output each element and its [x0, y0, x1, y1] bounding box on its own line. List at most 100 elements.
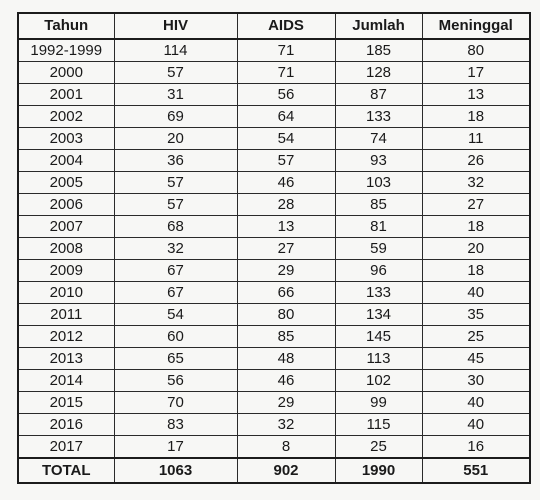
header-tahun: Tahun [17, 12, 115, 40]
cell-meninggal: 40 [421, 391, 531, 414]
table-row: 1992-1999 114 71 185 80 [17, 38, 531, 62]
cell-meninggal: 25 [421, 325, 531, 348]
total-jumlah: 1990 [334, 457, 423, 484]
cell-hiv: 57 [113, 61, 238, 84]
header-jumlah: Jumlah [334, 12, 423, 40]
cell-aids: 71 [236, 38, 336, 62]
cell-meninggal: 20 [421, 237, 531, 260]
cell-hiv: 57 [113, 193, 238, 216]
cell-meninggal: 40 [421, 281, 531, 304]
cell-aids: 46 [236, 171, 336, 194]
table-row: 2008 32 27 59 20 [17, 237, 531, 260]
table-row: 2003 20 54 74 11 [17, 127, 531, 150]
cell-tahun: 2004 [17, 149, 115, 172]
cell-aids: 29 [236, 259, 336, 282]
cell-jumlah: 25 [334, 435, 423, 459]
cell-meninggal: 30 [421, 369, 531, 392]
cell-hiv: 20 [113, 127, 238, 150]
cell-aids: 13 [236, 215, 336, 238]
cell-jumlah: 102 [334, 369, 423, 392]
cell-tahun: 2005 [17, 171, 115, 194]
cell-tahun: 2015 [17, 391, 115, 414]
total-row: TOTAL 1063 902 1990 551 [17, 457, 531, 484]
cell-tahun: 2017 [17, 435, 115, 459]
table-row: 2017 17 8 25 16 [17, 435, 531, 459]
total-meninggal: 551 [421, 457, 531, 484]
table-row: 2011 54 80 134 35 [17, 303, 531, 326]
header-row: Tahun HIV AIDS Jumlah Meninggal [17, 12, 531, 40]
header-hiv: HIV [113, 12, 238, 40]
cell-hiv: 57 [113, 171, 238, 194]
cell-hiv: 31 [113, 83, 238, 106]
cell-hiv: 36 [113, 149, 238, 172]
cell-tahun: 2010 [17, 281, 115, 304]
cell-hiv: 65 [113, 347, 238, 370]
table-row: 2006 57 28 85 27 [17, 193, 531, 216]
cell-jumlah: 74 [334, 127, 423, 150]
cell-meninggal: 27 [421, 193, 531, 216]
cell-aids: 48 [236, 347, 336, 370]
cell-meninggal: 16 [421, 435, 531, 459]
cell-aids: 32 [236, 413, 336, 436]
table-row: 2005 57 46 103 32 [17, 171, 531, 194]
cell-meninggal: 13 [421, 83, 531, 106]
cell-jumlah: 185 [334, 38, 423, 62]
cell-hiv: 68 [113, 215, 238, 238]
table-row: 2002 69 64 133 18 [17, 105, 531, 128]
cell-meninggal: 11 [421, 127, 531, 150]
cell-aids: 28 [236, 193, 336, 216]
cell-tahun: 2013 [17, 347, 115, 370]
header-meninggal: Meninggal [421, 12, 531, 40]
cell-meninggal: 17 [421, 61, 531, 84]
cell-meninggal: 18 [421, 215, 531, 238]
cell-hiv: 32 [113, 237, 238, 260]
table-row: 2004 36 57 93 26 [17, 149, 531, 172]
cell-meninggal: 40 [421, 413, 531, 436]
cell-jumlah: 85 [334, 193, 423, 216]
cell-tahun: 2008 [17, 237, 115, 260]
cell-aids: 8 [236, 435, 336, 459]
cell-tahun: 2014 [17, 369, 115, 392]
cell-meninggal: 18 [421, 259, 531, 282]
cell-tahun: 2011 [17, 303, 115, 326]
total-label: TOTAL [17, 457, 115, 484]
cell-meninggal: 45 [421, 347, 531, 370]
cell-hiv: 17 [113, 435, 238, 459]
hiv-aids-table: Tahun HIV AIDS Jumlah Meninggal 1992-199… [17, 12, 531, 484]
cell-aids: 71 [236, 61, 336, 84]
cell-tahun: 2003 [17, 127, 115, 150]
cell-hiv: 54 [113, 303, 238, 326]
cell-tahun: 1992-1999 [17, 38, 115, 62]
cell-tahun: 2002 [17, 105, 115, 128]
table-row: 2012 60 85 145 25 [17, 325, 531, 348]
cell-aids: 27 [236, 237, 336, 260]
cell-jumlah: 59 [334, 237, 423, 260]
cell-meninggal: 80 [421, 38, 531, 62]
cell-jumlah: 93 [334, 149, 423, 172]
cell-meninggal: 32 [421, 171, 531, 194]
cell-aids: 57 [236, 149, 336, 172]
cell-aids: 54 [236, 127, 336, 150]
cell-meninggal: 26 [421, 149, 531, 172]
cell-tahun: 2001 [17, 83, 115, 106]
cell-aids: 66 [236, 281, 336, 304]
cell-jumlah: 113 [334, 347, 423, 370]
total-hiv: 1063 [113, 457, 238, 484]
cell-aids: 29 [236, 391, 336, 414]
cell-jumlah: 99 [334, 391, 423, 414]
table-row: 2000 57 71 128 17 [17, 61, 531, 84]
cell-aids: 80 [236, 303, 336, 326]
cell-jumlah: 133 [334, 105, 423, 128]
table-row: 2010 67 66 133 40 [17, 281, 531, 304]
cell-tahun: 2012 [17, 325, 115, 348]
cell-jumlah: 87 [334, 83, 423, 106]
cell-jumlah: 145 [334, 325, 423, 348]
table-row: 2009 67 29 96 18 [17, 259, 531, 282]
cell-tahun: 2006 [17, 193, 115, 216]
cell-aids: 46 [236, 369, 336, 392]
total-aids: 902 [236, 457, 336, 484]
cell-hiv: 60 [113, 325, 238, 348]
cell-tahun: 2007 [17, 215, 115, 238]
cell-tahun: 2009 [17, 259, 115, 282]
